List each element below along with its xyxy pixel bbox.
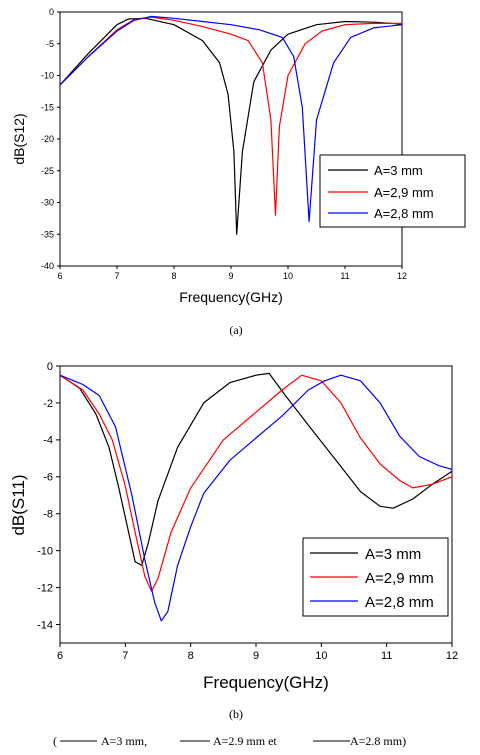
y-tick-label: -4 [43,435,53,447]
footer-open-paren: ( [53,734,57,748]
y-tick-label: -30 [41,198,54,208]
x-tick-label: 10 [283,271,293,281]
footer-item-3: A=2.8 mm) [350,734,406,748]
y-tick-label: -10 [37,546,53,558]
legend-box [319,154,466,228]
legend-label-2: A=2,9 mm [365,570,434,587]
y-axis-label: dB(S12) [11,113,27,164]
x-tick-label: 7 [122,650,128,662]
x-tick-label: 8 [188,650,194,662]
series-line-2 [59,374,453,592]
legend-label-2: A=2,9 mm [374,185,434,200]
series-line-1 [59,17,403,235]
plot-frame [59,11,403,267]
footer-item-2: A=2.9 mm et [213,734,277,748]
legend-label-1: A=3 mm [365,546,421,563]
y-tick-label: -25 [41,166,54,176]
y-tick-label: -5 [46,39,54,49]
y-tick-label: -6 [43,472,53,484]
y-tick-label: -2 [43,398,53,410]
y-tick-label: 0 [49,7,54,17]
legend-label-3: A=2,8 mm [374,206,434,221]
y-tick-label: -14 [37,619,53,631]
series-line-3 [59,15,403,223]
x-axis-label: Frequency(GHz) [203,673,329,692]
x-tick-label: 8 [171,271,176,281]
legend: A=3 mm A=2,9 mm A=2,8 mm [302,537,449,617]
x-tick-label: 11 [340,271,349,281]
x-axis-label: Frequency(GHz) [179,289,282,305]
x-tick-label: 6 [57,271,62,281]
series-line-3 [59,374,453,622]
x-tick-label: 7 [114,271,119,281]
chart-b: 6 7 8 9 10 11 12 0 -2 -4 -6 -8 -10 -12 -14 dB(S11) Fre… [9,361,458,721]
x-tick-label: 10 [315,650,327,662]
y-tick-label: -15 [41,102,54,112]
caption-a: (a) [229,323,242,337]
series-line-2 [59,16,402,216]
footer-item-1: A=3 mm, [101,734,147,748]
x-tick-label: 9 [228,271,233,281]
y-tick-label: -35 [41,229,54,239]
footer-key: ( A=3 mm, A=2.9 mm et A=2.8 mm) [53,734,406,748]
legend: A=3 mm A=2,9 mm A=2,8 mm [319,154,466,228]
x-tick-label: 6 [57,650,63,662]
y-tick-label: -10 [41,71,54,81]
x-tick-label: 12 [397,271,407,281]
x-tick-label: 9 [253,650,259,662]
legend-label-1: A=3 mm [374,163,423,178]
y-axis-label: dB(S11) [9,474,28,535]
y-tick-label: -12 [37,582,53,594]
legend-label-3: A=2,8 mm [365,594,434,611]
series-line-1 [59,372,453,567]
y-tick-label: -8 [43,509,53,521]
chart-a: 6 7 8 9 10 11 12 0 -5 -10 -15 -20 -25 -30 -35 -40 dB(S1… [11,7,466,337]
caption-b: (b) [229,707,243,721]
y-tick-label: 0 [47,361,53,373]
x-tick-label: 11 [381,650,392,662]
y-tick-label: -20 [41,134,54,144]
y-tick-label: -40 [41,261,54,271]
x-tick-label: 12 [446,650,458,662]
